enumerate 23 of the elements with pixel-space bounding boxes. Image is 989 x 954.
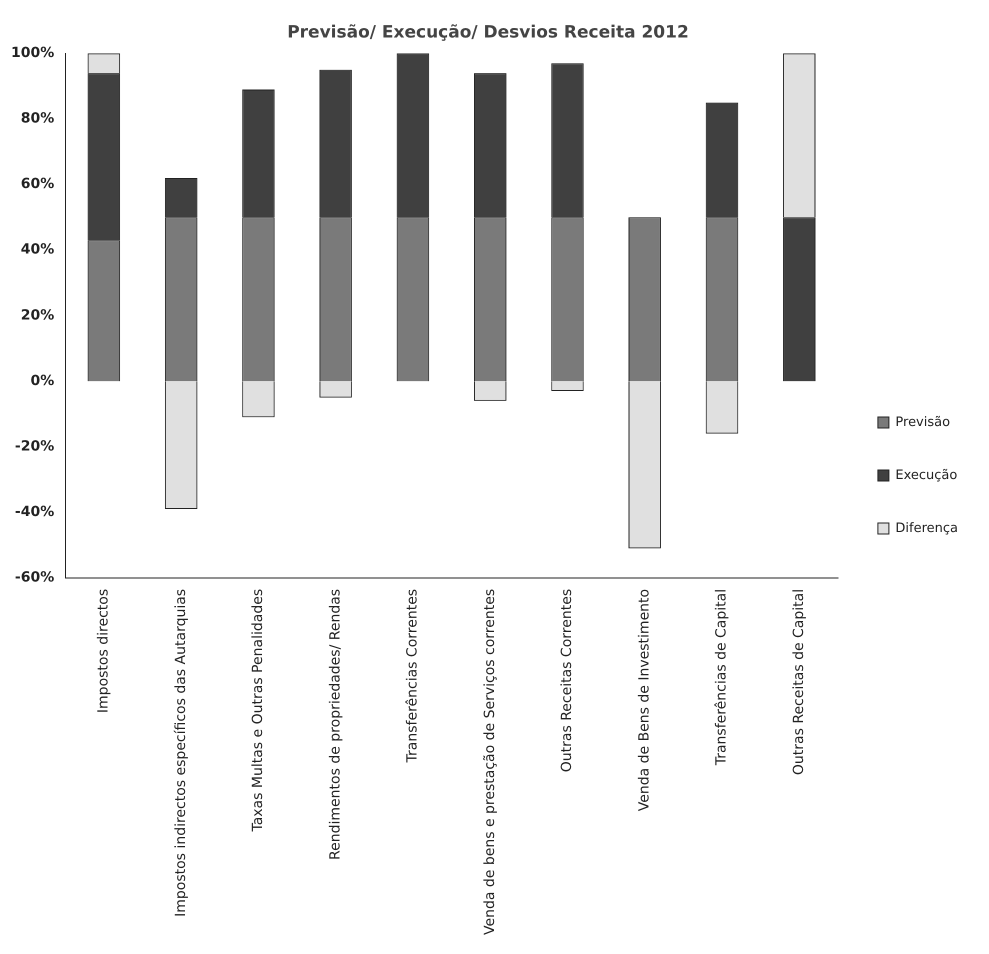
legend-label: Diferença <box>895 520 958 536</box>
y-tick-label: 60% <box>20 176 54 192</box>
x-tick-label: Venda de Bens de Investimento <box>636 588 652 812</box>
chart-title: Previsão/ Execução/ Desvios Receita 2012 <box>287 22 689 43</box>
legend-label: Execução <box>895 468 958 483</box>
y-tick-label: 20% <box>20 307 54 324</box>
y-tick-label: -60% <box>14 570 54 586</box>
y-tick-label: 0% <box>30 372 54 389</box>
y-tick-label: -40% <box>14 504 54 520</box>
x-tick-label: Transferências de Capital <box>714 588 730 766</box>
x-tick-label: Outras Receitas de Capital <box>790 588 807 776</box>
y-tick-label: 40% <box>20 242 54 258</box>
x-tick-label: Rendimentos de propriedades/ Rendas <box>327 588 344 860</box>
y-tick-label: 80% <box>20 110 54 127</box>
y-tick-label: 100% <box>10 45 54 62</box>
x-tick-label: Transferências Correntes <box>404 588 421 764</box>
x-tick-label: Impostos indirectos específicos das Autarquias <box>172 588 189 917</box>
x-tick-label: Outras Receitas Correntes <box>559 588 576 772</box>
x-tick-label: Venda de bens e prestação de Serviços correntes <box>482 588 498 936</box>
y-tick-label: -20% <box>14 438 54 454</box>
legend-label: Previsão <box>895 414 950 430</box>
x-tick-label: Taxas Multas e Outras Penalidades <box>250 588 266 833</box>
x-tick-label: Impostos directos <box>96 588 112 714</box>
